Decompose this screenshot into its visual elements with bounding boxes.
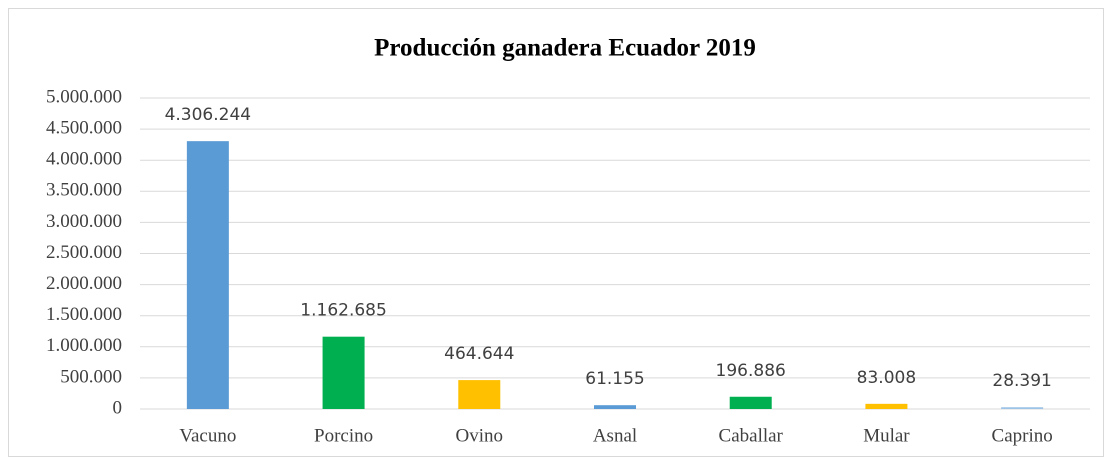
chart-border xyxy=(8,8,1104,457)
value-label: 61.155 xyxy=(585,369,644,389)
x-tick-label: Porcino xyxy=(314,425,373,446)
x-tick-label: Mular xyxy=(863,425,910,446)
x-tick-label: Vacuno xyxy=(179,425,236,446)
value-label: 28.391 xyxy=(992,371,1051,391)
x-tick-label: Caprino xyxy=(992,425,1053,446)
y-tick-label: 3.500.000 xyxy=(46,180,122,201)
x-tick-label: Asnal xyxy=(593,425,637,446)
x-tick-label: Ovino xyxy=(456,425,504,446)
bar xyxy=(458,380,501,409)
value-label: 83.008 xyxy=(857,368,916,388)
y-tick-label: 0 xyxy=(113,397,123,418)
value-label: 196.886 xyxy=(716,361,786,381)
bar xyxy=(865,403,908,409)
x-tick-label: Caballar xyxy=(719,425,784,446)
y-tick-label: 2.500.000 xyxy=(46,242,122,263)
y-tick-label: 500.000 xyxy=(60,366,122,387)
y-tick-label: 4.500.000 xyxy=(46,117,122,138)
value-label: 464.644 xyxy=(444,344,514,364)
y-tick-label: 1.500.000 xyxy=(46,304,122,325)
y-tick-label: 5.000.000 xyxy=(46,86,122,107)
y-tick-label: 3.000.000 xyxy=(46,211,122,232)
y-tick-label: 4.000.000 xyxy=(46,149,122,170)
y-tick-label: 2.000.000 xyxy=(46,273,122,294)
chart-title: Producción ganadera Ecuador 2019 xyxy=(374,35,756,62)
bar xyxy=(186,141,229,410)
bar xyxy=(1001,407,1044,409)
value-label: 1.162.685 xyxy=(300,301,387,321)
bar xyxy=(594,405,636,409)
bar xyxy=(322,336,365,409)
y-tick-label: 1.000.000 xyxy=(46,335,122,356)
value-label: 4.306.244 xyxy=(165,105,252,125)
bar xyxy=(729,396,772,409)
